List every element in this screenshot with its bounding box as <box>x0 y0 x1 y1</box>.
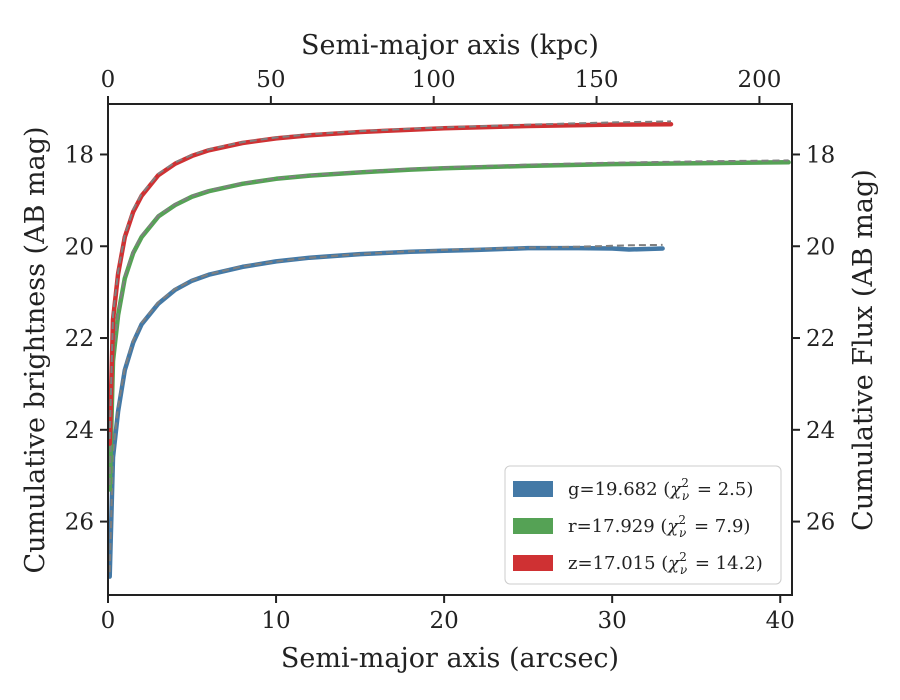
top-x-tick-label: 0 <box>101 67 116 93</box>
x-axis-label: Semi-major axis (arcsec) <box>281 643 619 674</box>
legend: g=19.682 (χ2 ν = 2.5) r=17.929 (χ2 ν = 7.9)… <box>504 465 782 585</box>
legend-label-2: z=17.015 (χ2 ν = 14.2) <box>568 550 763 577</box>
series-line-1 <box>107 160 791 492</box>
series-layer <box>107 120 791 579</box>
right-y-tick-label: 26 <box>806 510 835 536</box>
right-y-tick-label: 24 <box>806 418 835 444</box>
legend-swatch-0 <box>513 481 553 497</box>
right-y-tick-label: 22 <box>806 326 835 352</box>
right-y-tick-label: 18 <box>806 142 835 168</box>
fit-line-2 <box>108 120 672 440</box>
y-tick-label: 18 <box>65 142 94 168</box>
right-y-axis-label: Cumulative Flux (AB mag) <box>848 169 879 531</box>
legend-swatch-1 <box>513 518 553 534</box>
top-x-tick-label: 150 <box>575 67 619 93</box>
y-tick-label: 22 <box>65 326 94 352</box>
fit-line-0 <box>108 243 663 573</box>
legend-box <box>504 465 782 585</box>
tick-layer: 0 10 20 30 40 0 50 100 150 200 18 20 22 24 26 18 20 22 24 2… <box>65 67 836 634</box>
x-tick-label: 40 <box>766 608 795 634</box>
legend-swatch-2 <box>513 555 553 571</box>
top-x-tick-label: 50 <box>256 67 285 93</box>
top-x-tick-label: 200 <box>737 67 781 93</box>
y-tick-label: 26 <box>65 510 94 536</box>
plot-frame <box>107 103 793 596</box>
top-x-tick-label: 100 <box>412 67 456 93</box>
x-tick-label: 30 <box>598 608 627 634</box>
y-tick-label: 24 <box>65 418 94 444</box>
top-x-axis-label: Semi-major axis (kpc) <box>301 30 599 61</box>
x-tick-label: 10 <box>261 608 290 634</box>
x-tick-label: 20 <box>429 608 458 634</box>
legend-label-0: g=19.682 (χ2 ν = 2.5) <box>568 476 753 503</box>
x-tick-label: 0 <box>101 608 116 634</box>
y-axis-label: Cumulative brightness (AB mag) <box>20 126 51 573</box>
y-tick-label: 20 <box>65 234 94 260</box>
fit-line-1 <box>108 159 789 485</box>
right-y-tick-label: 20 <box>806 234 835 260</box>
legend-label-1: r=17.929 (χ2 ν = 7.9) <box>568 513 750 540</box>
